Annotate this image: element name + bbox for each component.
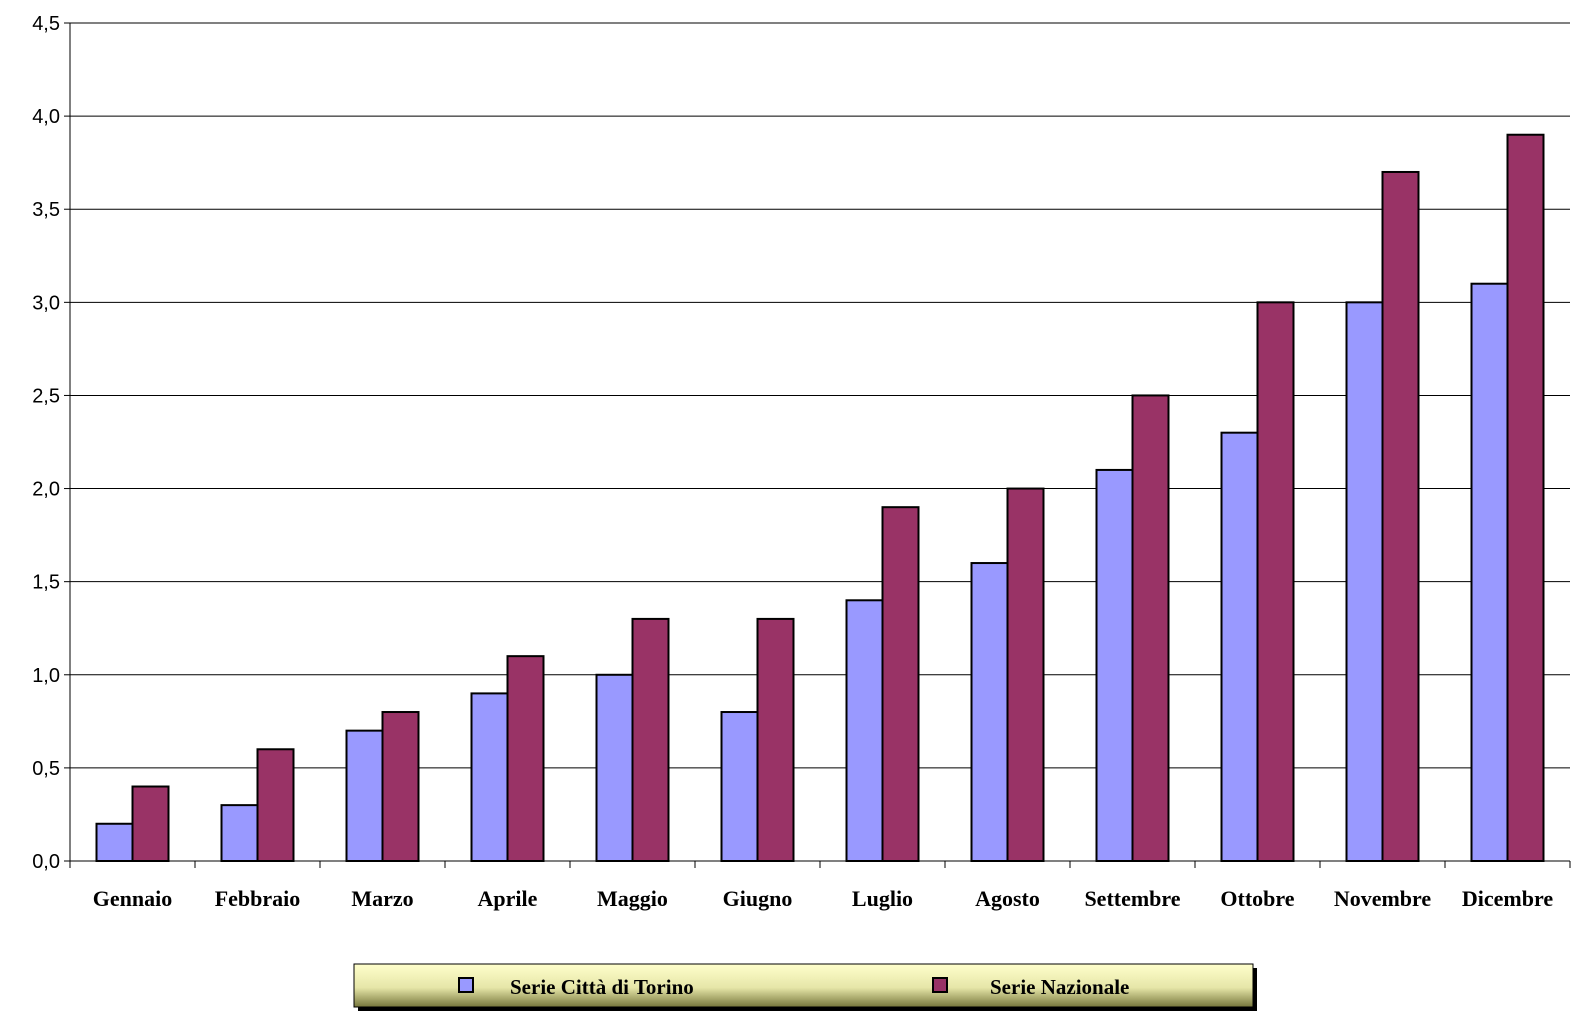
bar-torino [220, 804, 259, 863]
x-tick-label: Ottobre [1220, 886, 1294, 911]
bar-nazionale [881, 506, 920, 862]
x-tick-label: Luglio [852, 886, 913, 911]
x-tick-label: Settembre [1084, 886, 1180, 911]
legend-swatch [932, 977, 948, 993]
y-tick-label: 3,5 [32, 199, 60, 221]
y-tick-label: 1,5 [32, 572, 60, 594]
bar-torino [845, 599, 884, 862]
x-tick-label: Agosto [975, 886, 1040, 911]
y-tick-label: 4,0 [32, 106, 60, 128]
gridlines [70, 22, 1570, 769]
legend-label: Serie Città di Torino [510, 975, 694, 999]
bar-torino [1470, 282, 1509, 862]
y-tick-label: 4,5 [32, 13, 60, 35]
bar-torino [970, 562, 1009, 862]
y-tick-label: 3,0 [32, 292, 60, 314]
y-tick-label: 0,0 [32, 851, 60, 873]
x-tick-label: Giugno [723, 886, 793, 911]
x-tick-label: Febbraio [215, 886, 301, 911]
bar-torino [1095, 468, 1134, 862]
bar-nazionale [1381, 170, 1420, 862]
category-labels: Gennaio Febbraio Marzo Aprile Maggio Giugno Lu… [93, 886, 1554, 911]
x-tick-label: Aprile [478, 886, 538, 911]
bar-torino [595, 673, 634, 862]
bar-nazionale [256, 748, 295, 862]
bar-nazionale [381, 711, 420, 862]
bar-nazionale [506, 655, 545, 863]
bar-torino [345, 729, 384, 863]
x-tick-label: Dicembre [1462, 886, 1553, 911]
x-tick-label: Marzo [351, 886, 413, 911]
axes [64, 22, 1571, 868]
y-tick-label: 1,0 [32, 665, 60, 687]
y-tick-label: 2,5 [32, 385, 60, 407]
bar-torino [1345, 301, 1384, 863]
x-tick-label: Gennaio [93, 886, 172, 911]
bar-nazionale [1131, 394, 1170, 862]
y-tick-label: 2,0 [32, 479, 60, 501]
bar-nazionale [756, 617, 795, 863]
legend-box [353, 963, 1254, 1008]
legend-swatch [458, 977, 474, 993]
bar-nazionale [1506, 133, 1545, 862]
x-tick-label: Maggio [597, 886, 668, 911]
bar-nazionale [1256, 301, 1295, 863]
y-tick-labels: 0,0 0,5 1,0 1,5 2,0 2,5 3,0 3,5 4,0 4,5 [32, 13, 60, 873]
bar-nazionale [631, 617, 670, 863]
bars [95, 133, 1545, 863]
bar-torino [1220, 431, 1259, 862]
bar-nazionale [1006, 487, 1045, 862]
legend: Serie Città di Torino Serie Nazionale [353, 963, 1257, 1011]
bar-nazionale [131, 785, 170, 862]
legend-label: Serie Nazionale [990, 975, 1129, 999]
bar-torino [470, 692, 509, 863]
bar-torino [720, 711, 759, 862]
x-tick-label: Novembre [1334, 886, 1432, 911]
bar-torino [95, 822, 134, 862]
y-tick-label: 0,5 [32, 758, 60, 780]
